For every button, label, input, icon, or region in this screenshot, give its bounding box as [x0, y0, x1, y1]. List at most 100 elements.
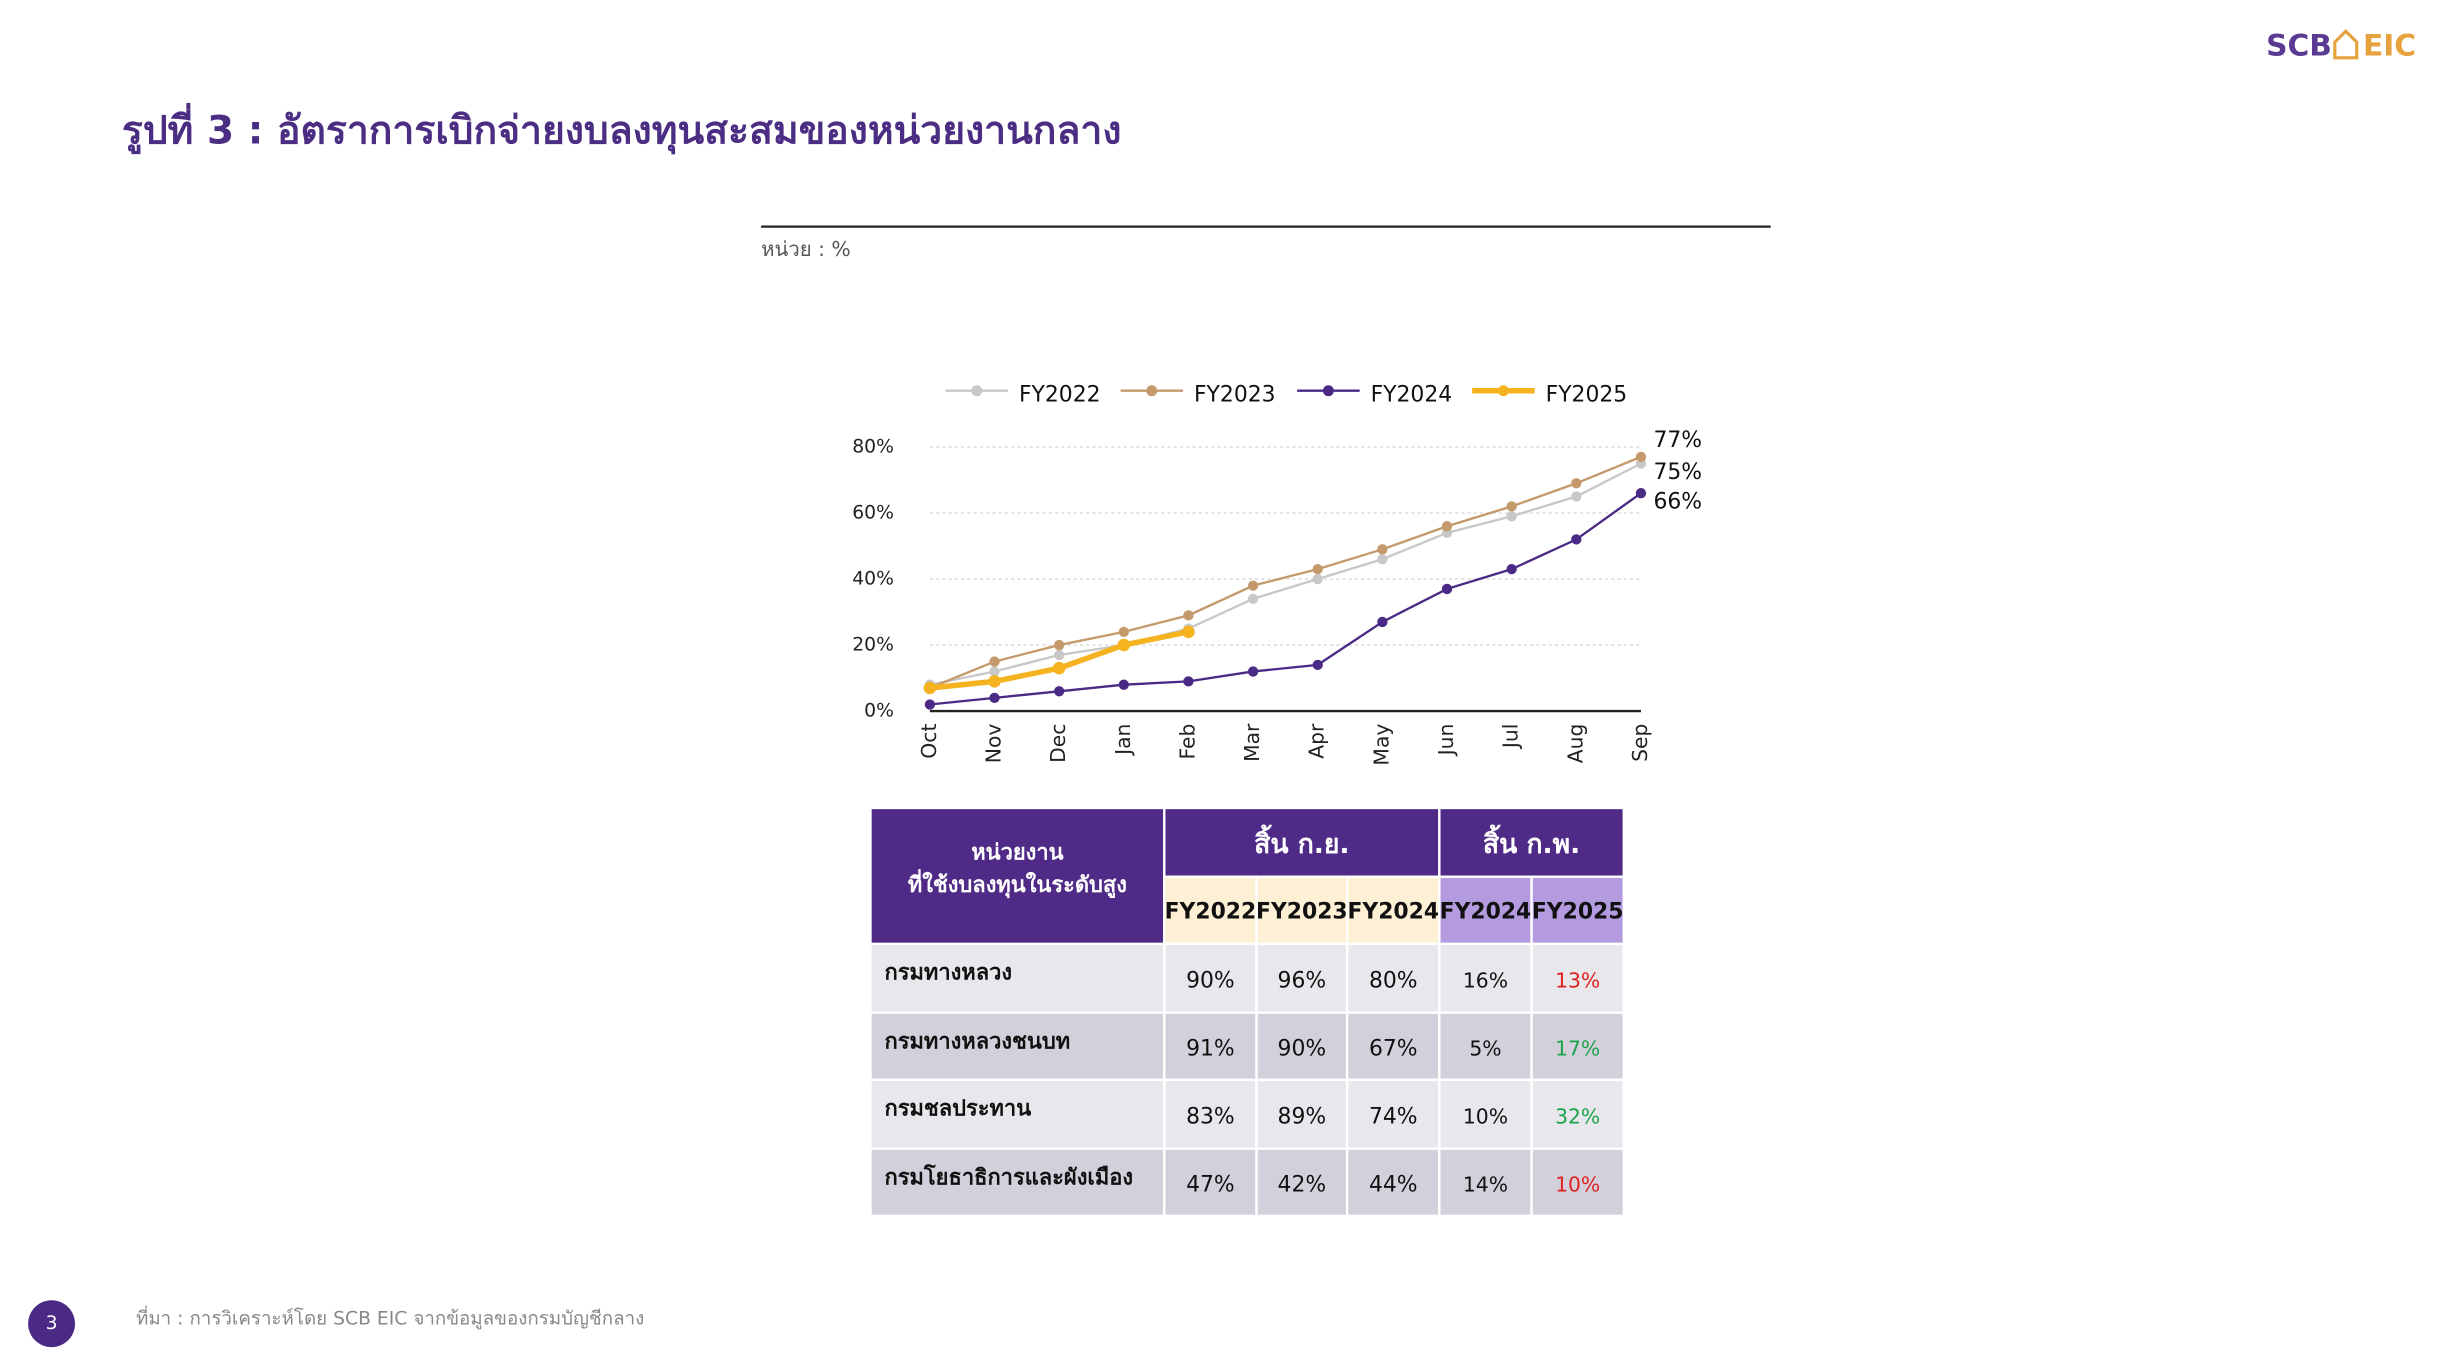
- point: [1247, 666, 1259, 677]
- point: [1118, 626, 1129, 638]
- series-line: [929, 455, 1642, 690]
- point: [989, 666, 1000, 677]
- table-cell: [1345, 1147, 1441, 1218]
- point: [1441, 521, 1453, 532]
- point: [1054, 639, 1065, 651]
- table-column: FY2023: [1256, 900, 1348, 925]
- table-cell-text: 74%: [1369, 1104, 1418, 1129]
- table-header: ที่ใช้งบลงทุนในระดับสูง: [908, 869, 1127, 899]
- point: [923, 681, 937, 695]
- x-tick-label: Aug: [1563, 724, 1587, 764]
- point: [1377, 554, 1388, 565]
- table-cell-text: 89%: [1278, 1104, 1327, 1129]
- table-cell-text: 16%: [1463, 968, 1508, 992]
- row-name: กรมทางหลวงชนบท: [885, 1029, 1071, 1054]
- table-cell-text: 90%: [1186, 968, 1235, 993]
- point: [1506, 501, 1517, 512]
- table-cell: [1163, 1078, 1258, 1150]
- legend-label: FY2025: [1546, 382, 1628, 407]
- table-cell: [1530, 1011, 1625, 1082]
- point: [1052, 661, 1066, 675]
- legend-dot: [1146, 385, 1158, 397]
- table-cell: [1530, 875, 1625, 946]
- x-tick-label: Jun: [1434, 724, 1458, 758]
- series-line: [929, 492, 1642, 706]
- table-cell: [1438, 1078, 1533, 1150]
- legend-label: FY2022: [1019, 382, 1101, 407]
- table-column: FY2024: [1440, 900, 1532, 925]
- point: [1182, 625, 1195, 639]
- table-group: สิ้น ก.พ.: [1483, 824, 1580, 860]
- point: [1183, 676, 1194, 687]
- x-tick-label: Jul: [1499, 724, 1523, 751]
- x-tick-label: Jan: [1111, 724, 1135, 757]
- point: [1312, 563, 1323, 575]
- table-cell-text: 17%: [1555, 1036, 1600, 1060]
- table-cell-text: 32%: [1555, 1104, 1600, 1128]
- y-tick-label: 0%: [864, 701, 894, 722]
- slide-title: รูปที่ 3 : อัตราการเบิกจ่ายงบลงทุนสะสมขอ…: [122, 102, 1122, 154]
- legend-label: FY2024: [1371, 382, 1453, 407]
- point: [1571, 478, 1582, 489]
- point: [1312, 659, 1323, 671]
- point: [1506, 563, 1517, 575]
- legend-dot: [971, 385, 983, 397]
- table-cell-text: 14%: [1463, 1172, 1508, 1196]
- table-column: FY2025: [1532, 900, 1624, 925]
- table-cell: [1530, 1078, 1625, 1150]
- point: [924, 699, 936, 710]
- table-cell-text: 5%: [1469, 1036, 1501, 1060]
- point: [1312, 573, 1323, 585]
- table-column: FY2024: [1347, 900, 1439, 925]
- point: [1441, 583, 1453, 595]
- point: [1571, 491, 1582, 502]
- table-cell: [1163, 806, 1441, 878]
- point: [1247, 580, 1259, 591]
- y-tick-label: 80%: [852, 436, 894, 457]
- row-name: กรมโยธาธิการและผังเมือง: [885, 1163, 1134, 1190]
- unit: หน่วย : %: [761, 237, 851, 261]
- table-cell-text: 42%: [1278, 1172, 1327, 1197]
- table-group: สิ้น ก.ย.: [1254, 824, 1349, 860]
- legend-label: FY2023: [1194, 382, 1276, 407]
- table-cell-text: 83%: [1186, 1104, 1235, 1129]
- legend-dot: [1322, 385, 1334, 397]
- point: [988, 675, 1001, 688]
- table-cell: [1255, 875, 1349, 946]
- table-cell-text: 80%: [1369, 968, 1418, 993]
- table-cell: [869, 1147, 1166, 1218]
- table-cell-text: 47%: [1186, 1172, 1235, 1197]
- table-cell: [1345, 1011, 1441, 1082]
- table-cell: [1530, 1147, 1625, 1218]
- table-cell-text: 90%: [1278, 1036, 1327, 1061]
- row-name: กรมชลประทาน: [885, 1097, 1032, 1122]
- series-line: [929, 462, 1642, 686]
- table-cell: [869, 1011, 1166, 1082]
- x-tick-label: Apr: [1305, 723, 1329, 759]
- point: [989, 656, 1000, 667]
- value-label: 75%: [1653, 460, 1702, 485]
- point: [1054, 686, 1065, 697]
- x-tick-label: Sep: [1628, 724, 1652, 762]
- table-cell: [1345, 1078, 1441, 1150]
- table-cell-text: 67%: [1369, 1036, 1418, 1061]
- value-label: 66%: [1653, 490, 1702, 515]
- point: [1377, 616, 1388, 628]
- table-cell: [1530, 942, 1625, 1014]
- x-tick-label: Mar: [1240, 723, 1264, 762]
- point: [1118, 679, 1129, 690]
- x-tick-label: Dec: [1046, 724, 1070, 763]
- logo-icon: [2333, 29, 2359, 60]
- x-tick-label: Oct: [917, 724, 941, 759]
- table-cell: [1163, 1147, 1258, 1218]
- table-cell: [1438, 875, 1533, 946]
- legend-dot: [1497, 385, 1509, 397]
- x-tick-label: Feb: [1175, 724, 1199, 760]
- table-header: หน่วยงาน: [971, 840, 1063, 865]
- x-tick-label: Nov: [982, 724, 1006, 764]
- point: [1054, 649, 1065, 661]
- point: [1183, 610, 1194, 621]
- table-cell-text: 10%: [1555, 1172, 1600, 1196]
